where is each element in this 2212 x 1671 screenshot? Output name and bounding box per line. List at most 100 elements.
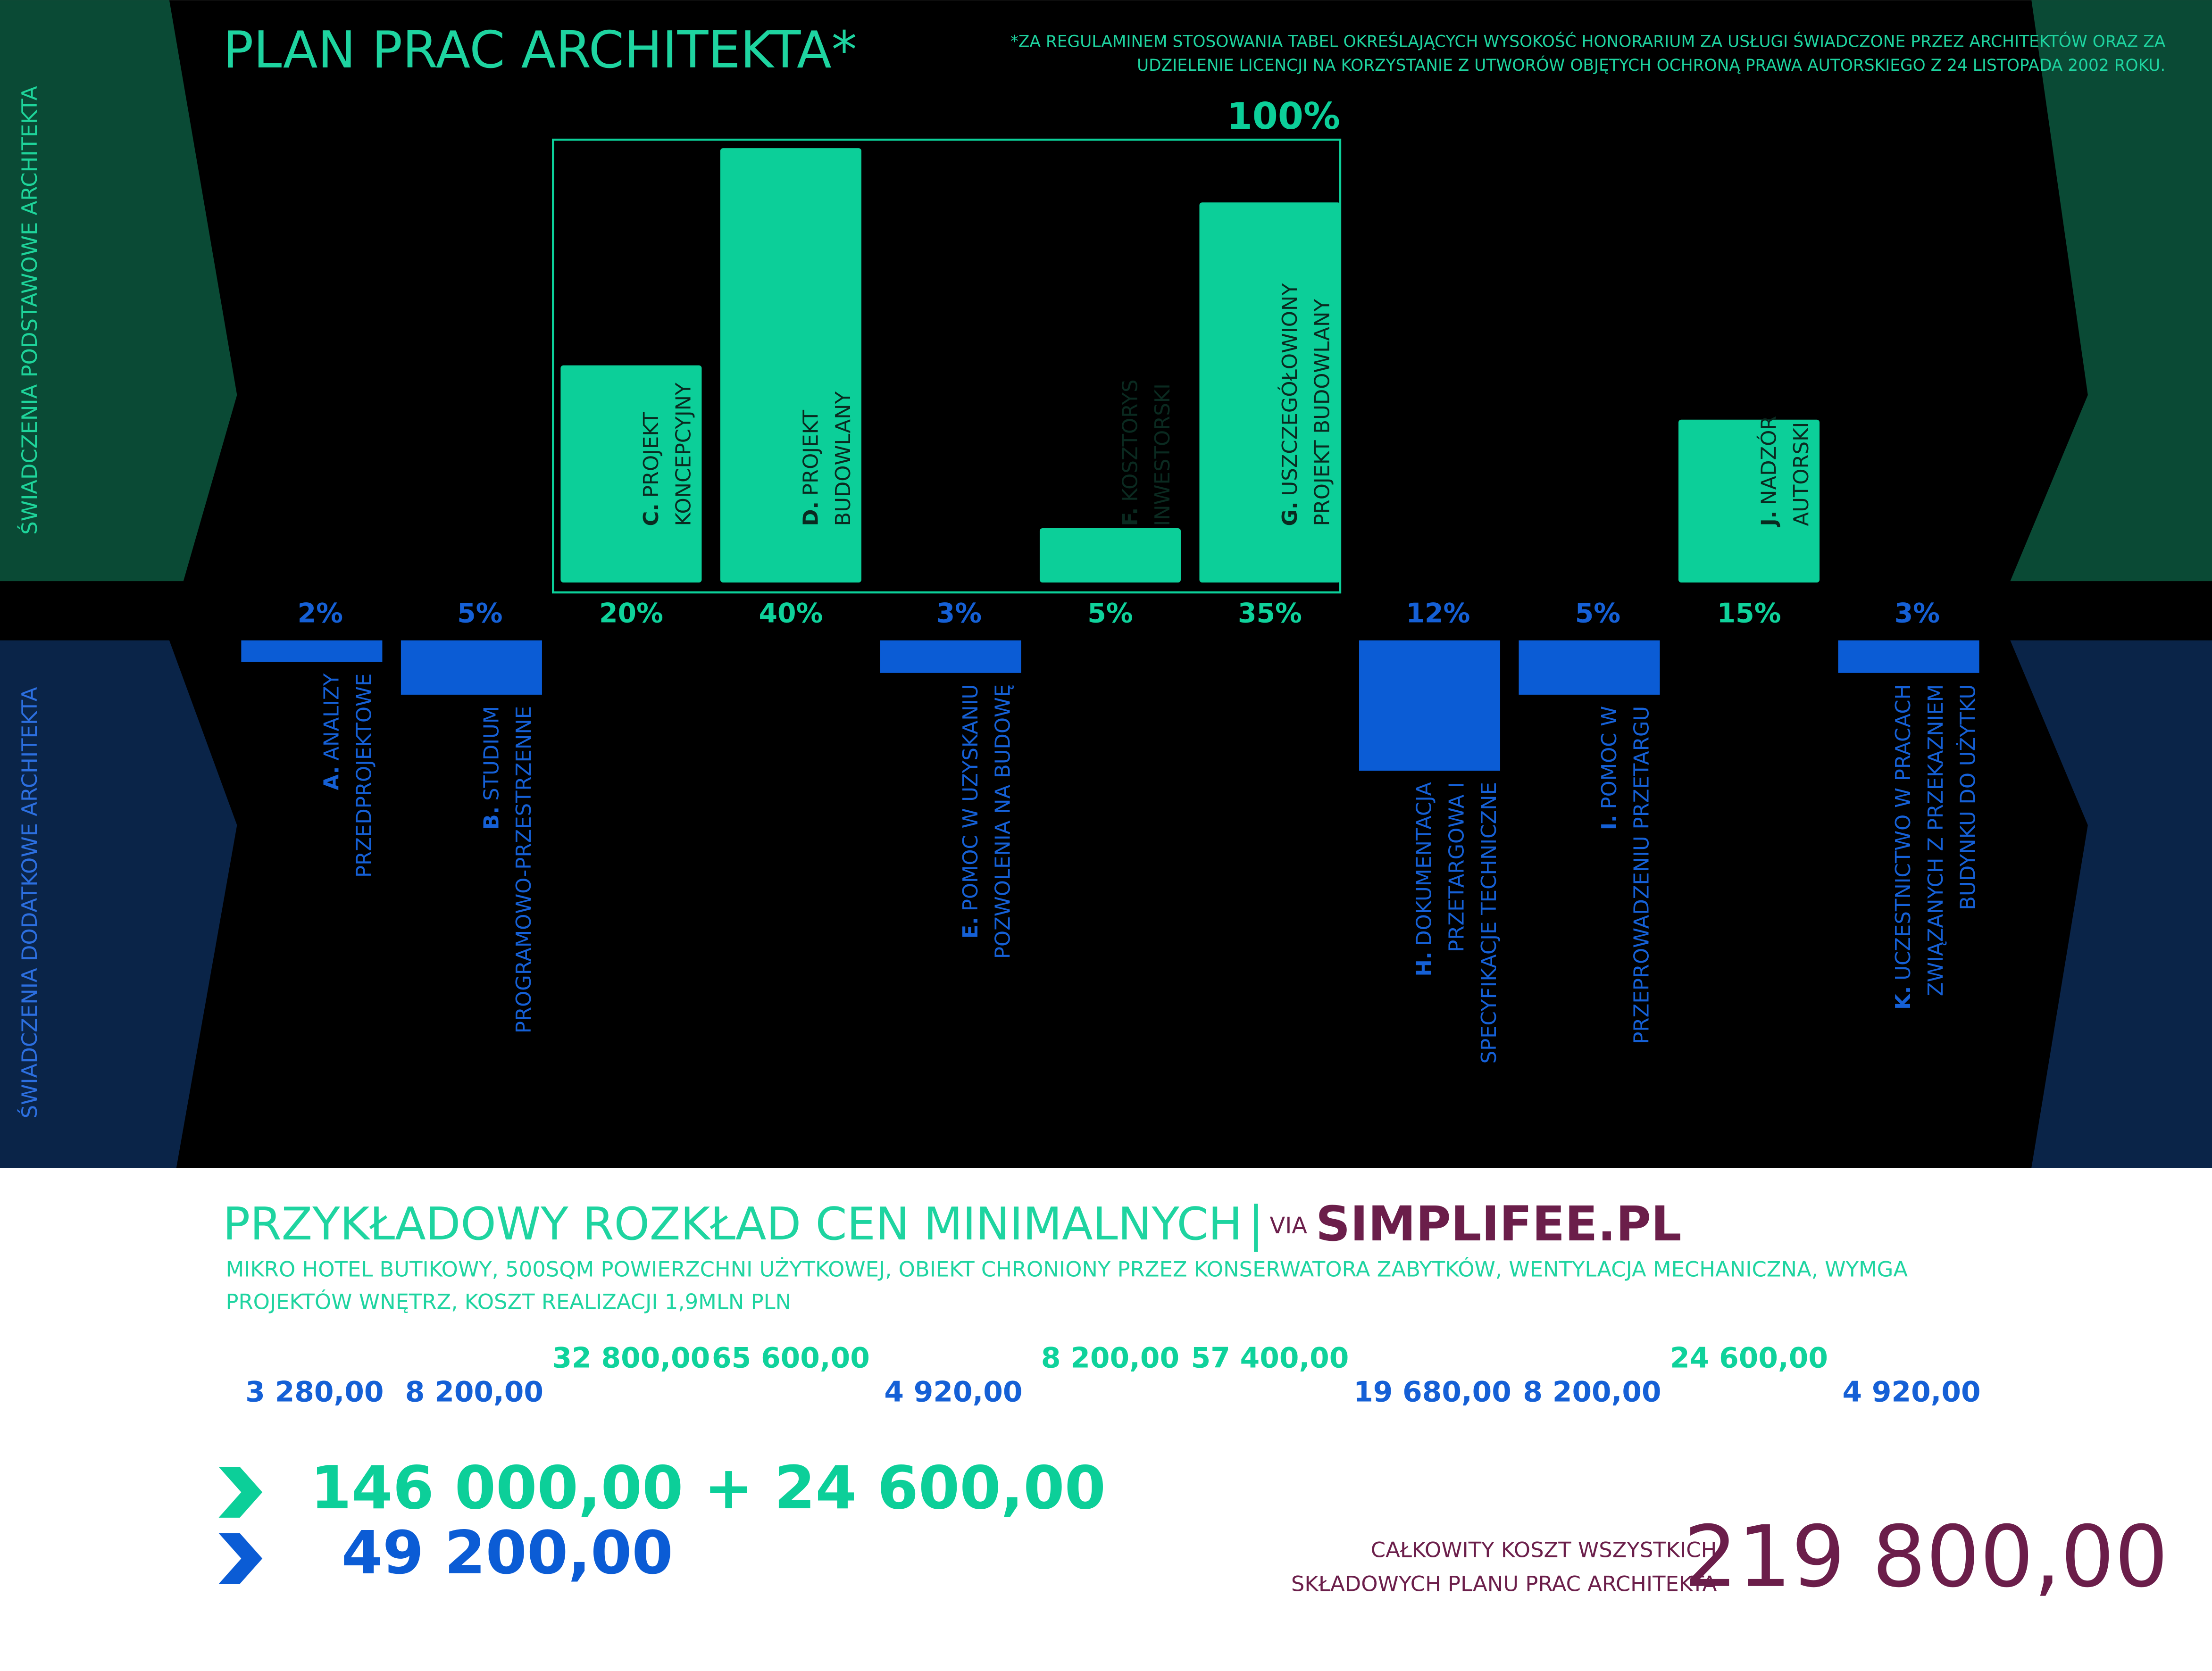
- category-label: KONCEPCYJNY: [672, 382, 695, 526]
- category-text: PROJEKT BUDOWLANY: [1311, 299, 1334, 526]
- category-label: POZWOLENIA NA BUDOWĘ: [991, 684, 1015, 959]
- category-code: H.: [1412, 952, 1436, 977]
- footnote: *ZA REGULAMINEM STOSOWANIA TABEL OKREŚLA…: [1010, 32, 2166, 51]
- category-text: KONCEPCYJNY: [672, 382, 695, 526]
- category-code: C.: [639, 503, 663, 526]
- category-label: PRZETARGOWA I: [1445, 782, 1469, 952]
- bar: [401, 640, 542, 695]
- category-label: ZWIĄZANYCH Z PRZEKAZNIEM: [1924, 684, 1947, 997]
- bar: [1678, 419, 1820, 583]
- left-panel-additional: [0, 640, 237, 1168]
- value-label: 5%: [457, 598, 502, 629]
- value-label: 35%: [1238, 598, 1302, 629]
- category-text: STUDIUM: [480, 706, 503, 801]
- series-label: ŚWIADCZENIA DODATKOWE ARCHITEKTA: [17, 687, 42, 1118]
- category-label: B. STUDIUM: [480, 706, 503, 830]
- total: 219 800,00: [1684, 1508, 2168, 1606]
- amount-label: 32 800,00: [552, 1341, 710, 1374]
- category-text: POMOC W: [1597, 706, 1621, 809]
- separator: |: [1248, 1196, 1264, 1252]
- category-label: G. USZCZEGÓŁOWIONY: [1277, 283, 1302, 526]
- amount-label: 3 280,00: [245, 1375, 384, 1408]
- category-code: I.: [1597, 815, 1621, 831]
- category-text: UCZESTNICTWO W PRACACH: [1892, 684, 1915, 981]
- category-text: USZCZEGÓŁOWIONY: [1277, 283, 1302, 496]
- category-text: POZWOLENIA NA BUDOWĘ: [991, 684, 1015, 959]
- category-text: PRZEDPROJEKTOWE: [352, 673, 376, 878]
- value-label: 2%: [298, 598, 343, 629]
- summary-basic: 146 000,00 + 24 600,00: [310, 1453, 1106, 1522]
- category-label: A. ANALIZY: [320, 673, 343, 790]
- category-label: BUDYNKU DO UŻYTKU: [1956, 684, 1980, 910]
- category-text: SPECYFIKACJE TECHNICZNE: [1477, 782, 1501, 1064]
- value-label: 3%: [1895, 598, 1940, 629]
- category-label: INWESTORSKI: [1151, 383, 1175, 526]
- bar: [560, 365, 702, 583]
- total-caption: SKŁADOWYCH PLANU PRAC ARCHITEKTA: [1291, 1571, 1717, 1596]
- category-label: H. DOKUMENTACJA: [1412, 782, 1436, 977]
- category-label: I. POMOC W: [1597, 706, 1621, 830]
- category-code: K.: [1892, 986, 1915, 1010]
- section-title-text: PRZYKŁADOWY ROZKŁAD CEN MINIMALNYCH: [223, 1197, 1242, 1250]
- bracket-label: 100%: [1227, 95, 1340, 138]
- amount-label: 4 920,00: [1842, 1375, 1980, 1408]
- category-text: ZWIĄZANYCH Z PRZEKAZNIEM: [1924, 684, 1947, 997]
- amount-label: 4 920,00: [884, 1375, 1022, 1408]
- category-text: DOKUMENTACJA: [1412, 782, 1436, 946]
- value-label: 5%: [1575, 598, 1620, 629]
- footnote: UDZIELENIE LICENCJI NA KORZYSTANIE Z UTW…: [1137, 56, 2165, 75]
- bar: [880, 640, 1021, 673]
- value-label: 12%: [1406, 598, 1470, 629]
- description: MIKRO HOTEL BUTIKOWY, 500SQM POWIERZCHNI…: [225, 1256, 1908, 1281]
- amount-label: 57 400,00: [1191, 1341, 1349, 1374]
- amount-label: 8 200,00: [405, 1375, 543, 1408]
- value-label: 5%: [1087, 598, 1133, 629]
- section-title: PRZYKŁADOWY ROZKŁAD CEN MINIMALNYCH | VIA S…: [223, 1196, 1681, 1252]
- amount-label: 24 600,00: [1670, 1341, 1828, 1374]
- category-text: PRZEPROWADZENIU PRZETARGU: [1630, 706, 1653, 1044]
- category-label: K. UCZESTNICTWO W PRACACH: [1892, 684, 1915, 1010]
- category-code: E.: [959, 917, 982, 939]
- category-label: PRZEDPROJEKTOWE: [352, 673, 376, 878]
- category-text: PRZETARGOWA I: [1445, 782, 1469, 952]
- category-text: INWESTORSKI: [1151, 383, 1175, 526]
- value-label: 20%: [599, 598, 663, 629]
- bar: [1359, 640, 1501, 771]
- right-panel-additional: [2010, 640, 2212, 1168]
- total-caption: CAŁKOWITY KOSZT WSZYSTKICH: [1371, 1538, 1717, 1563]
- amount-label: 65 600,00: [712, 1341, 870, 1374]
- category-label: PRZEPROWADZENIU PRZETARGU: [1630, 706, 1653, 1044]
- category-code: A.: [320, 766, 343, 790]
- category-text: PROJEKT: [799, 409, 823, 496]
- value-label: 15%: [1717, 598, 1781, 629]
- right-panel-basic: [2010, 0, 2212, 582]
- chevron: [218, 1533, 263, 1584]
- category-code: J.: [1757, 511, 1781, 528]
- category-text: PROJEKT: [639, 412, 663, 498]
- series-label: ŚWIADCZENIA PODSTAWOWE ARCHITEKTA: [17, 86, 42, 535]
- category-code: B.: [480, 806, 503, 830]
- amount-label: 8 200,00: [1041, 1341, 1179, 1374]
- title: PLAN PRAC ARCHITEKTA*: [223, 21, 857, 80]
- bar: [1519, 640, 1660, 695]
- dark-background: [0, 0, 2212, 1168]
- summary-additional: 49 200,00: [342, 1518, 673, 1588]
- amount-label: 19 680,00: [1353, 1375, 1511, 1408]
- via: VIA: [1269, 1213, 1307, 1239]
- category-text: POMOC W UZYSKANIU: [959, 684, 982, 912]
- amount-label: 8 200,00: [1523, 1375, 1661, 1408]
- category-label: C. PROJEKT: [639, 412, 663, 526]
- category-text: NADZÓR: [1757, 416, 1781, 505]
- category-label: SPECYFIKACJE TECHNICZNE: [1477, 782, 1501, 1064]
- category-text: KOSZTORYS: [1119, 379, 1142, 501]
- category-text: PROGRAMOWO-PRZESTRZENNE: [512, 706, 536, 1033]
- category-label: PROGRAMOWO-PRZESTRZENNE: [512, 706, 536, 1033]
- category-label: E. POMOC W UZYSKANIU: [959, 684, 982, 939]
- bar: [1199, 202, 1341, 583]
- category-label: BUDOWLANY: [832, 391, 855, 526]
- category-label: J. NADZÓR: [1757, 416, 1781, 528]
- bar: [1039, 528, 1181, 583]
- left-panel-basic: [0, 0, 237, 582]
- brand: SIMPLIFEE.PL: [1316, 1196, 1682, 1252]
